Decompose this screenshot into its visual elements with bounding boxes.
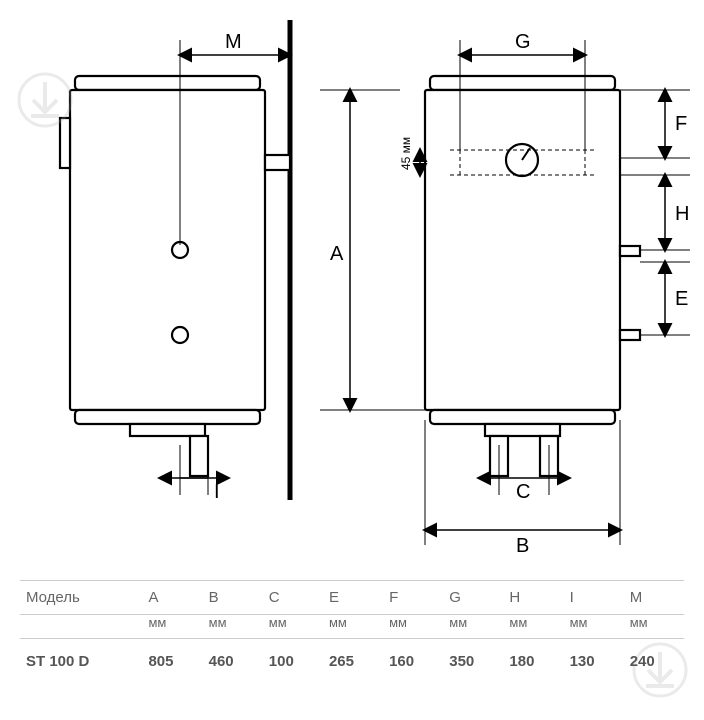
col-F: F	[383, 581, 443, 615]
label-E: E	[675, 288, 688, 310]
table-unit-row: мм мм мм мм мм мм мм мм мм	[20, 615, 684, 639]
label-M: M	[225, 31, 242, 53]
cell-B: 460	[203, 639, 263, 679]
label-I: I	[214, 481, 220, 503]
label-A: A	[330, 243, 344, 265]
label-H: H	[675, 203, 689, 225]
cell-M: 240	[624, 639, 684, 679]
cell-H: 180	[503, 639, 563, 679]
cell-model: ST 100 D	[20, 639, 142, 679]
cell-E: 265	[323, 639, 383, 679]
unit: мм	[383, 615, 443, 639]
col-C: C	[263, 581, 323, 615]
col-I: I	[564, 581, 624, 615]
cell-C: 100	[263, 639, 323, 679]
label-C: C	[516, 481, 530, 503]
label-G: G	[515, 31, 531, 53]
col-B: B	[203, 581, 263, 615]
unit: мм	[564, 615, 624, 639]
label-B: B	[516, 535, 529, 557]
cell-A: 805	[142, 639, 202, 679]
cell-I: 130	[564, 639, 624, 679]
unit: мм	[263, 615, 323, 639]
header-model: Модель	[20, 581, 142, 615]
cell-F: 160	[383, 639, 443, 679]
cell-G: 350	[443, 639, 503, 679]
diagram-svg: M I A G F H E 45 мм C	[0, 0, 704, 560]
label-45mm: 45 мм	[399, 137, 413, 170]
unit: мм	[503, 615, 563, 639]
dimensions-table: Модель A B C E F G H I M мм мм мм мм мм …	[20, 580, 684, 678]
watermark-icon	[15, 70, 75, 130]
unit: мм	[323, 615, 383, 639]
col-G: G	[443, 581, 503, 615]
label-F: F	[675, 113, 687, 135]
col-A: A	[142, 581, 202, 615]
col-E: E	[323, 581, 383, 615]
unit: мм	[203, 615, 263, 639]
unit: мм	[142, 615, 202, 639]
col-H: H	[503, 581, 563, 615]
technical-drawing: M I A G F H E 45 мм C	[0, 0, 704, 560]
unit: мм	[443, 615, 503, 639]
table-row: ST 100 D 805 460 100 265 160 350 180 130…	[20, 639, 684, 679]
table-header-row: Модель A B C E F G H I M	[20, 581, 684, 615]
col-M: M	[624, 581, 684, 615]
unit: мм	[624, 615, 684, 639]
